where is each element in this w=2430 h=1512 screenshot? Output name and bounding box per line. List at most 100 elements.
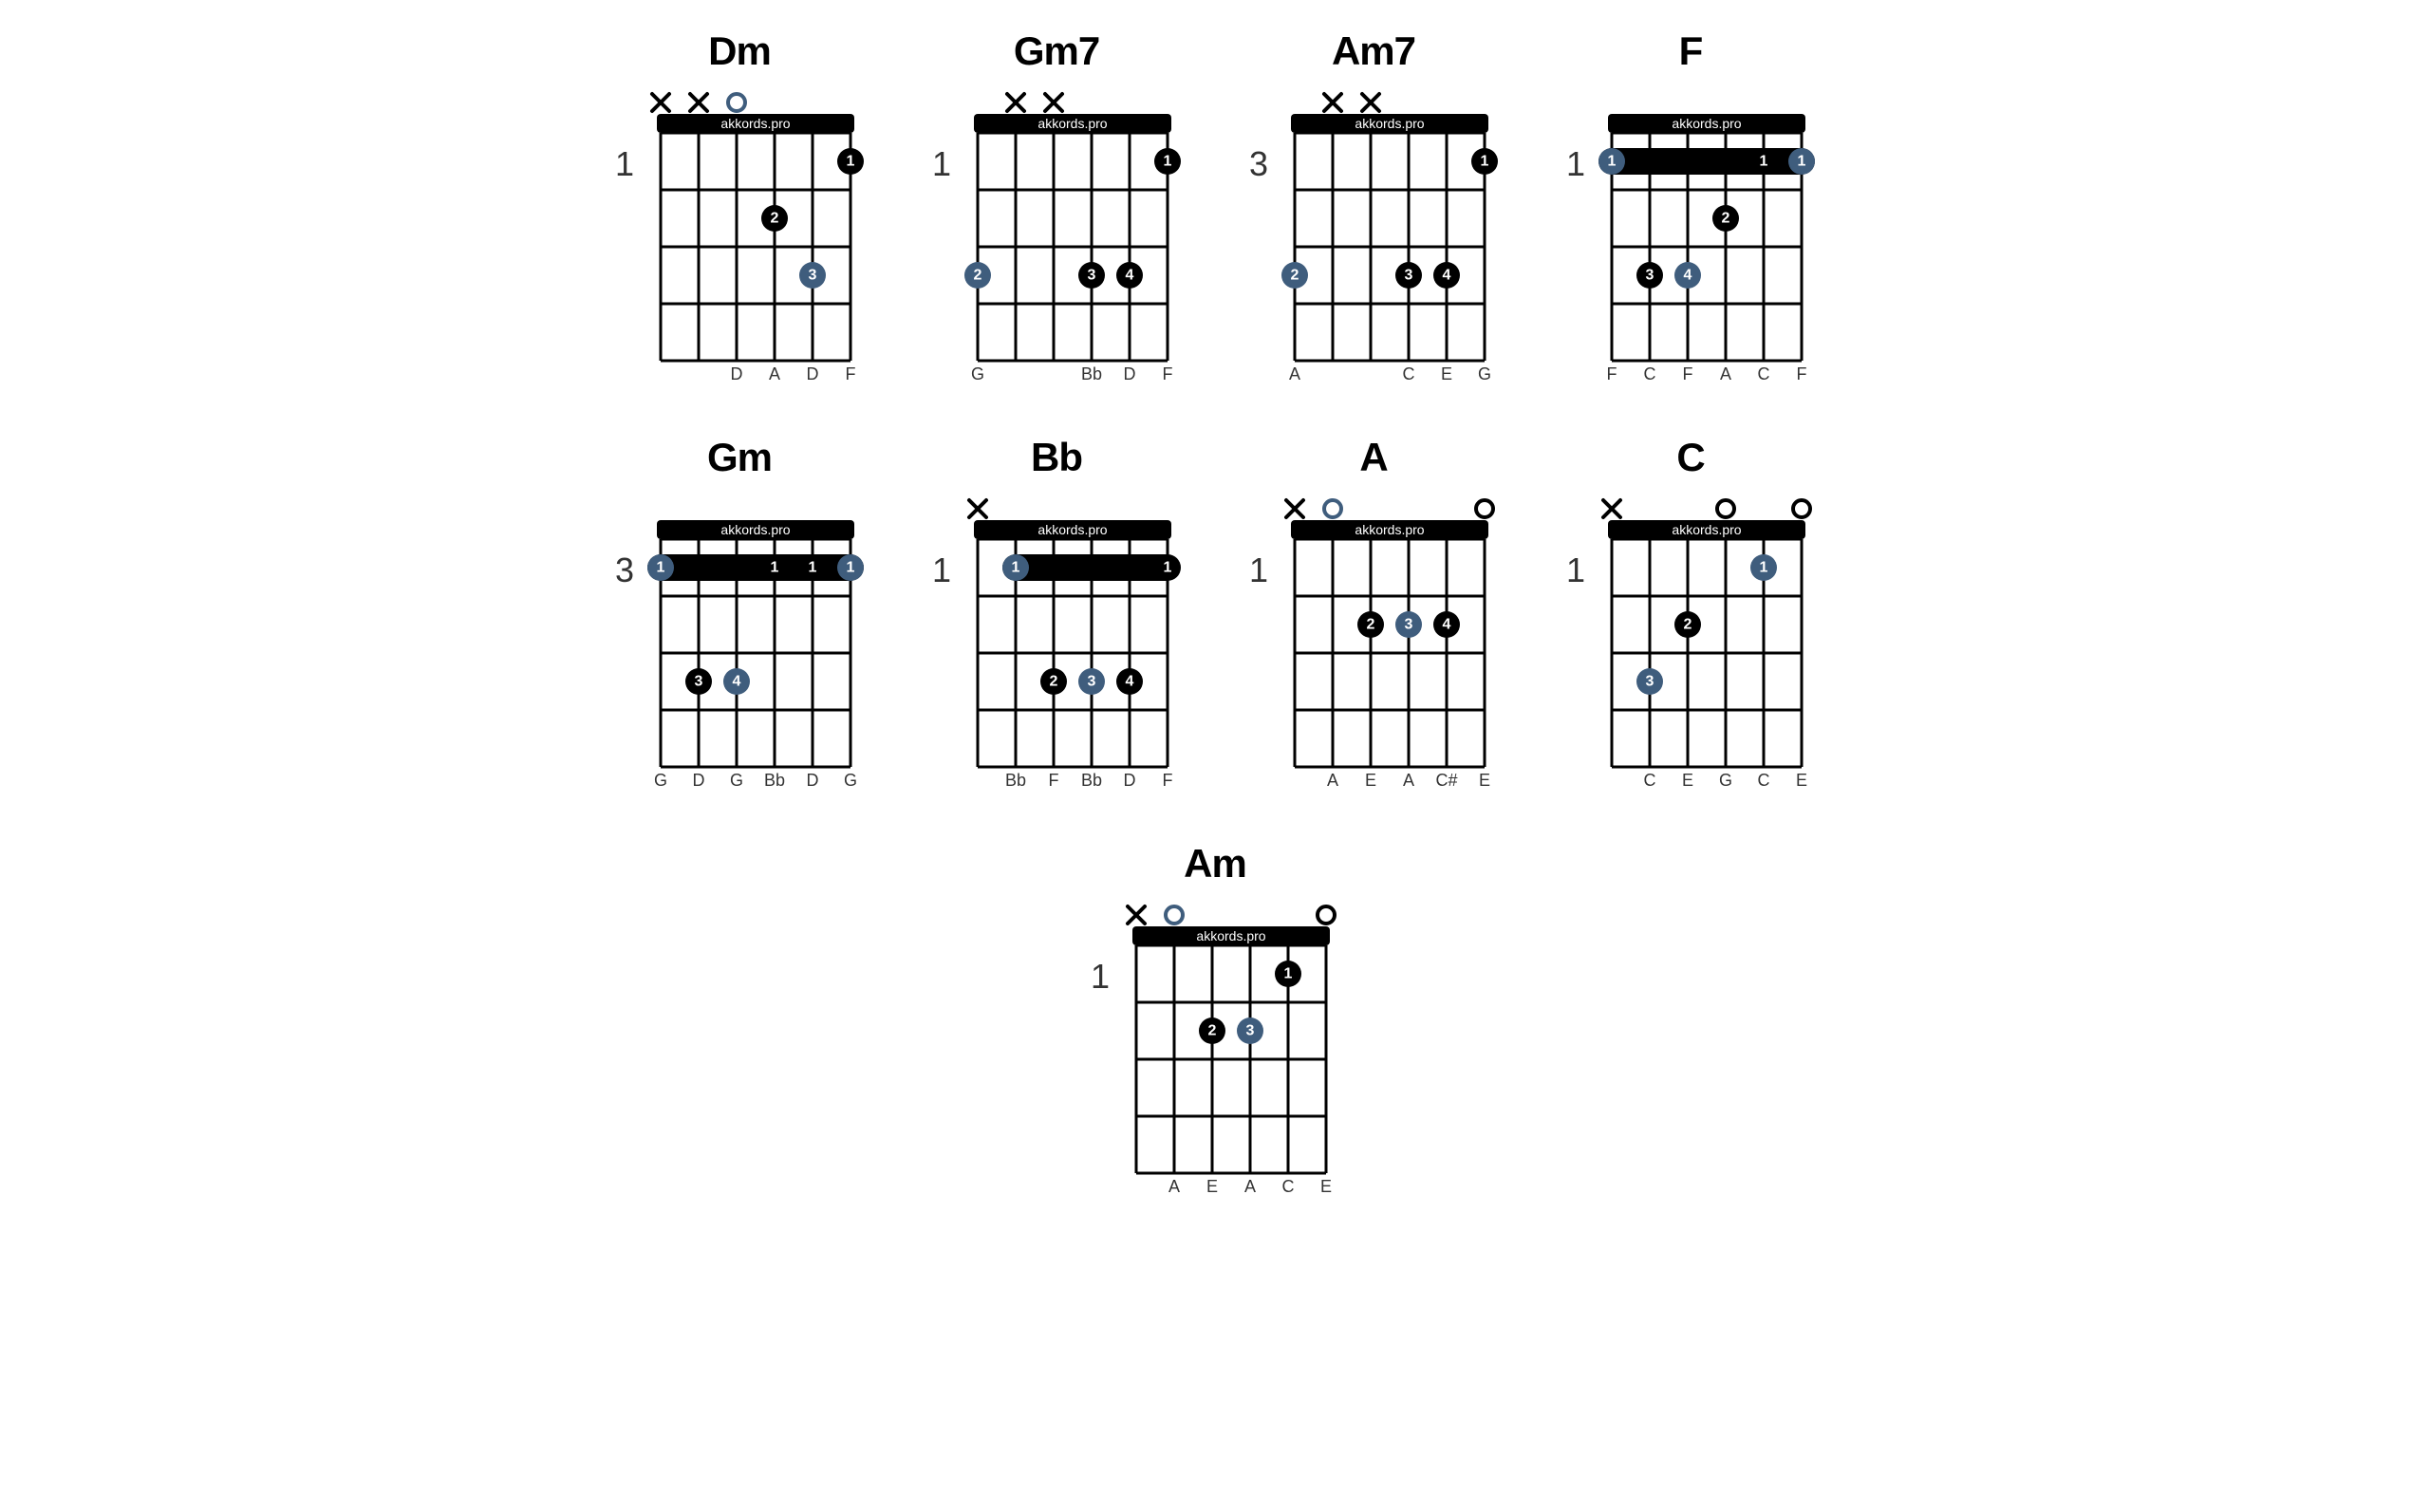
svg-text:F: F [1683, 364, 1693, 383]
svg-text:F: F [1049, 771, 1059, 790]
start-fret-label: 1 [609, 144, 642, 184]
chord-diagram-wrap: 1 akkords.pro111234FCFACF [1561, 85, 1821, 387]
chord-diagram: akkords.pro123CEGCE [1593, 492, 1821, 793]
start-fret-label: 1 [1085, 957, 1117, 997]
svg-text:C: C [1282, 1177, 1295, 1196]
svg-text:F: F [1797, 364, 1807, 383]
svg-text:akkords.pro: akkords.pro [1196, 928, 1265, 943]
svg-text:1: 1 [847, 154, 855, 170]
chord-Bb: Bb 1 akkords.pro11234BbFBbDF [926, 435, 1187, 793]
chord-diagram-wrap: 1 akkords.pro123AEACE [1085, 898, 1345, 1200]
start-fret-label: 1 [1243, 551, 1276, 590]
svg-text:F: F [846, 364, 856, 383]
svg-text:C: C [1644, 364, 1656, 383]
svg-text:C: C [1644, 771, 1656, 790]
svg-text:2: 2 [1367, 617, 1375, 633]
svg-text:G: G [730, 771, 743, 790]
svg-text:akkords.pro: akkords.pro [1355, 522, 1424, 537]
svg-text:4: 4 [1126, 674, 1134, 690]
chord-name-label: A [1359, 435, 1387, 480]
chord-name-label: Gm7 [1014, 28, 1099, 74]
svg-text:3: 3 [1646, 268, 1654, 284]
svg-text:1: 1 [1284, 966, 1293, 982]
svg-text:3: 3 [1646, 674, 1654, 690]
chord-diagram-wrap: 1 akkords.pro11234BbFBbDF [926, 492, 1187, 793]
svg-text:3: 3 [1405, 268, 1413, 284]
svg-text:3: 3 [1246, 1023, 1255, 1039]
svg-text:F: F [1607, 364, 1617, 383]
svg-text:C#: C# [1435, 771, 1457, 790]
svg-text:G: G [654, 771, 667, 790]
chord-diagram-wrap: 1 akkords.pro1234GBbDF [926, 85, 1187, 387]
chord-diagram: akkords.pro1234ACEG [1276, 85, 1504, 387]
svg-text:1: 1 [1012, 560, 1020, 576]
svg-text:1: 1 [1760, 154, 1768, 170]
svg-text:A: A [1244, 1177, 1256, 1196]
chord-Am: Am 1 akkords.pro123AEACE [1085, 841, 1345, 1200]
svg-text:2: 2 [1722, 211, 1730, 227]
svg-text:D: D [1124, 364, 1136, 383]
svg-text:A: A [769, 364, 780, 383]
svg-text:E: E [1796, 771, 1807, 790]
svg-text:akkords.pro: akkords.pro [1672, 522, 1741, 537]
start-fret-label: 1 [926, 551, 959, 590]
svg-text:D: D [807, 771, 819, 790]
svg-text:akkords.pro: akkords.pro [720, 116, 790, 131]
chord-name-label: F [1679, 28, 1703, 74]
svg-text:D: D [693, 771, 705, 790]
svg-text:G: G [844, 771, 857, 790]
svg-text:1: 1 [1164, 154, 1172, 170]
svg-text:4: 4 [1126, 268, 1134, 284]
svg-text:2: 2 [1684, 617, 1692, 633]
start-fret-label: 3 [1243, 144, 1276, 184]
svg-text:2: 2 [1208, 1023, 1217, 1039]
chord-diagram-wrap: 3 akkords.pro111134GDGBbDG [609, 492, 869, 793]
svg-text:A: A [1720, 364, 1731, 383]
svg-text:1: 1 [1164, 560, 1172, 576]
svg-text:A: A [1289, 364, 1300, 383]
chord-name-label: C [1676, 435, 1704, 480]
svg-text:1: 1 [809, 560, 817, 576]
svg-text:E: E [1682, 771, 1693, 790]
svg-text:A: A [1168, 1177, 1180, 1196]
svg-text:akkords.pro: akkords.pro [720, 522, 790, 537]
svg-text:Bb: Bb [1005, 771, 1026, 790]
svg-text:D: D [807, 364, 819, 383]
svg-text:A: A [1327, 771, 1338, 790]
chord-Gm: Gm 3 akkords.pro111134GDGBbDG [609, 435, 869, 793]
svg-text:2: 2 [1050, 674, 1058, 690]
svg-text:4: 4 [1443, 268, 1451, 284]
svg-text:G: G [1719, 771, 1732, 790]
svg-text:E: E [1479, 771, 1490, 790]
svg-text:3: 3 [1405, 617, 1413, 633]
svg-text:1: 1 [771, 560, 779, 576]
svg-text:Bb: Bb [1081, 364, 1102, 383]
chord-name-label: Am7 [1332, 28, 1415, 74]
chord-diagram-wrap: 1 akkords.pro123CEGCE [1561, 492, 1821, 793]
svg-text:Bb: Bb [764, 771, 785, 790]
svg-text:A: A [1403, 771, 1414, 790]
svg-text:akkords.pro: akkords.pro [1355, 116, 1424, 131]
svg-text:1: 1 [1798, 154, 1806, 170]
svg-text:F: F [1163, 364, 1173, 383]
svg-text:1: 1 [657, 560, 665, 576]
svg-text:1: 1 [1760, 560, 1768, 576]
svg-text:G: G [971, 364, 984, 383]
chord-name-label: Bb [1031, 435, 1082, 480]
start-fret-label: 3 [609, 551, 642, 590]
chord-diagram-wrap: 3 akkords.pro1234ACEG [1243, 85, 1504, 387]
svg-text:4: 4 [733, 674, 741, 690]
chord-diagram: akkords.pro1234GBbDF [959, 85, 1187, 387]
chord-diagram-wrap: 1 akkords.pro123DADF [609, 85, 869, 387]
svg-text:1: 1 [1481, 154, 1489, 170]
svg-text:1: 1 [847, 560, 855, 576]
svg-text:4: 4 [1684, 268, 1692, 284]
chord-name-label: Gm [707, 435, 772, 480]
svg-text:G: G [1478, 364, 1491, 383]
svg-text:C: C [1758, 364, 1770, 383]
chord-F: F 1 akkords.pro111234FCFACF [1561, 28, 1821, 387]
svg-text:D: D [731, 364, 743, 383]
svg-text:E: E [1365, 771, 1376, 790]
svg-text:2: 2 [1291, 268, 1299, 284]
svg-text:C: C [1403, 364, 1415, 383]
